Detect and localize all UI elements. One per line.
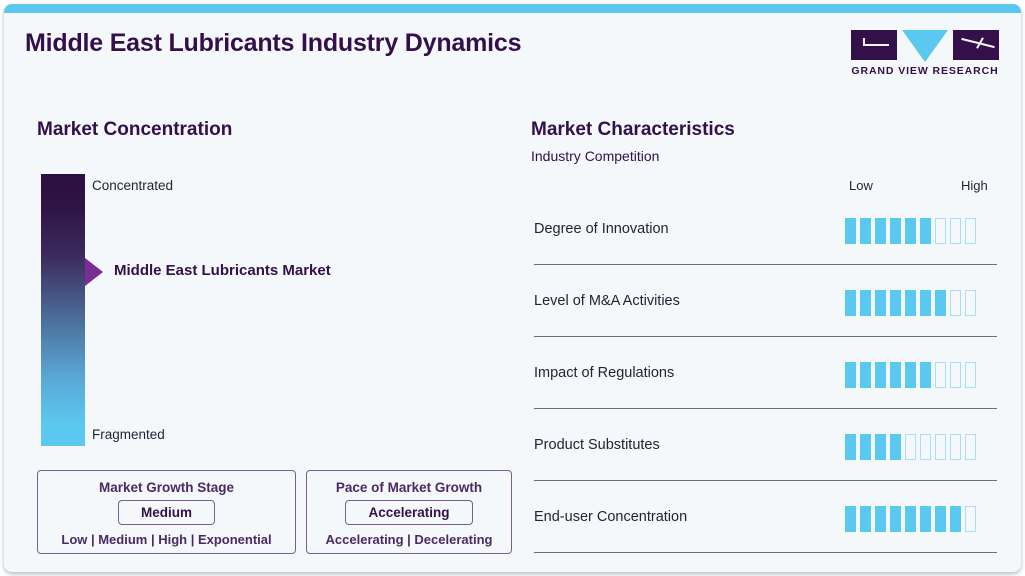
- rating-bar-empty: [965, 290, 976, 316]
- rating-bar-filled: [950, 506, 961, 532]
- rating-bar-filled: [860, 290, 871, 316]
- characteristic-rating-bars: [845, 218, 976, 244]
- rating-bar-filled: [875, 506, 886, 532]
- market-growth-stage-box: Market Growth Stage Medium Low | Medium …: [37, 470, 296, 554]
- rating-bar-filled: [860, 218, 871, 244]
- rating-bar-empty: [965, 434, 976, 460]
- row-separator: [534, 336, 997, 337]
- pace-of-market-growth-box: Pace of Market Growth Accelerating Accel…: [306, 470, 512, 554]
- rating-bar-filled: [890, 290, 901, 316]
- fragmented-label: Fragmented: [92, 427, 165, 442]
- row-separator: [534, 552, 997, 553]
- characteristic-label: Product Substitutes: [534, 437, 660, 453]
- rating-bar-empty: [935, 218, 946, 244]
- rating-bar-filled: [875, 362, 886, 388]
- infographic-card: Middle East Lubricants Industry Dynamics…: [4, 4, 1021, 572]
- rating-bar-filled: [875, 218, 886, 244]
- characteristic-label: Level of M&A Activities: [534, 293, 680, 309]
- growth-stage-scale: Low | Medium | High | Exponential: [61, 532, 272, 547]
- rating-bar-empty: [965, 506, 976, 532]
- market-position-arrow-icon: [85, 258, 103, 286]
- rating-bar-filled: [920, 506, 931, 532]
- rating-bar-empty: [935, 434, 946, 460]
- rating-bar-filled: [935, 290, 946, 316]
- characteristic-rating-bars: [845, 434, 976, 460]
- rating-bar-empty: [950, 434, 961, 460]
- characteristic-row: Product Substitutes: [534, 428, 997, 500]
- row-separator: [534, 408, 997, 409]
- characteristic-row: Impact of Regulations: [534, 356, 997, 428]
- rating-bar-filled: [890, 218, 901, 244]
- characteristic-row: Level of M&A Activities: [534, 284, 997, 356]
- rating-bar-filled: [875, 290, 886, 316]
- market-characteristics-subtitle: Industry Competition: [531, 148, 660, 164]
- pace-value: Accelerating: [345, 500, 473, 525]
- rating-bar-empty: [920, 434, 931, 460]
- rating-bar-filled: [845, 218, 856, 244]
- characteristic-rating-bars: [845, 506, 976, 532]
- growth-stage-value: Medium: [117, 500, 215, 525]
- market-characteristics-title: Market Characteristics: [531, 119, 735, 140]
- top-accent-bar: [4, 4, 1021, 13]
- row-separator: [534, 480, 997, 481]
- scale-low-label: Low: [849, 178, 873, 193]
- rating-bar-filled: [890, 434, 901, 460]
- rating-bar-empty: [950, 362, 961, 388]
- characteristic-rating-bars: [845, 290, 976, 316]
- growth-stage-heading: Market Growth Stage: [98, 480, 235, 495]
- characteristic-row: End-user Concentration: [534, 500, 997, 572]
- scale-high-label: High: [961, 178, 988, 193]
- row-separator: [534, 264, 997, 265]
- rating-bar-filled: [845, 434, 856, 460]
- characteristic-label: Degree of Innovation: [534, 221, 669, 237]
- rating-bar-filled: [935, 506, 946, 532]
- rating-bar-empty: [950, 290, 961, 316]
- logo-g-block-icon: [851, 30, 897, 60]
- rating-bar-filled: [905, 362, 916, 388]
- concentration-gradient-bar: [41, 174, 85, 446]
- rating-bar-empty: [965, 218, 976, 244]
- rating-bar-filled: [860, 506, 871, 532]
- rating-bar-filled: [845, 506, 856, 532]
- rating-bar-filled: [860, 362, 871, 388]
- rating-bar-empty: [950, 218, 961, 244]
- rating-bar-filled: [920, 290, 931, 316]
- rating-bar-filled: [890, 506, 901, 532]
- characteristic-rating-bars: [845, 362, 976, 388]
- logo-r-block-icon: [953, 30, 999, 60]
- rating-bar-filled: [905, 506, 916, 532]
- pace-heading: Pace of Market Growth: [335, 480, 483, 495]
- concentrated-label: Concentrated: [92, 178, 174, 193]
- characteristic-label: End-user Concentration: [534, 509, 688, 525]
- rating-bar-filled: [875, 434, 886, 460]
- pace-scale: Accelerating | Decelerating: [325, 532, 493, 547]
- rating-bar-filled: [845, 290, 856, 316]
- rating-bar-empty: [965, 362, 976, 388]
- rating-bar-filled: [905, 290, 916, 316]
- rating-bar-filled: [920, 218, 931, 244]
- rating-bar-filled: [890, 362, 901, 388]
- market-position-label: Middle East Lubricants Market: [114, 262, 331, 279]
- characteristic-row: Degree of Innovation: [534, 212, 997, 284]
- logo-wordmark: GRAND VIEW RESEARCH: [851, 65, 999, 77]
- characteristic-label: Impact of Regulations: [534, 365, 675, 381]
- rating-bar-empty: [905, 434, 916, 460]
- rating-bar-filled: [905, 218, 916, 244]
- market-concentration-title: Market Concentration: [37, 119, 233, 140]
- rating-bar-empty: [935, 362, 946, 388]
- rating-bar-filled: [860, 434, 871, 460]
- rating-bar-filled: [920, 362, 931, 388]
- logo-marks: [851, 30, 999, 62]
- rating-bar-filled: [845, 362, 856, 388]
- page-title: Middle East Lubricants Industry Dynamics: [25, 29, 522, 57]
- grand-view-research-logo: GRAND VIEW RESEARCH: [851, 30, 999, 77]
- logo-v-triangle-icon: [902, 30, 948, 62]
